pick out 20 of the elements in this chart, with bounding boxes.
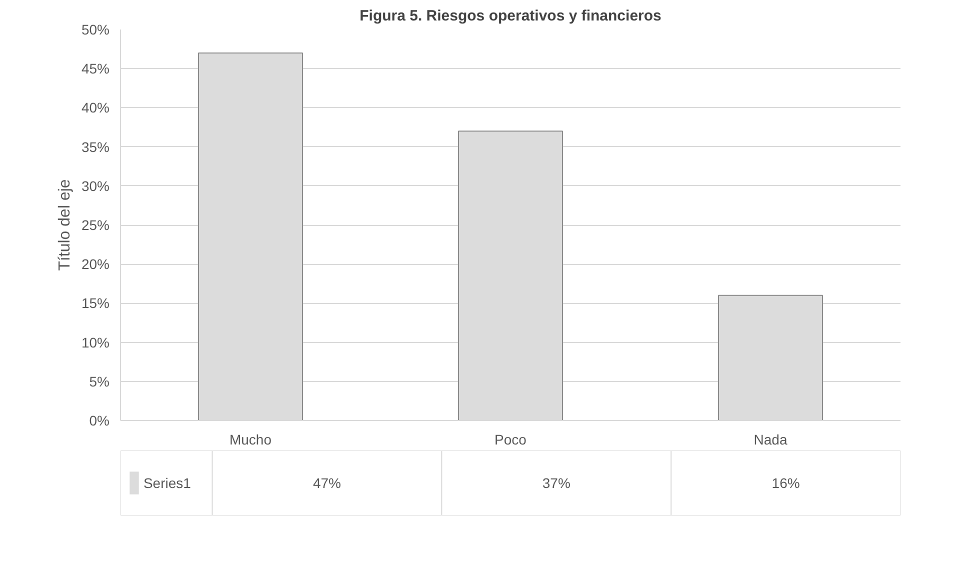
- y-tick-label: 15%: [81, 295, 110, 312]
- data-label: 47%: [312, 475, 341, 491]
- x-tick-label: Nada: [754, 432, 788, 448]
- y-tick-label: 40%: [81, 100, 110, 116]
- y-tick-label: 45%: [81, 60, 110, 77]
- y-tick-label: 30%: [81, 178, 110, 194]
- chart-title: Figura 5. Riesgos operativos y financieros: [360, 8, 662, 24]
- x-tick-label: Mucho: [229, 432, 272, 448]
- y-axis-title: Título del eje: [56, 179, 74, 271]
- y-tick-label: 25%: [81, 217, 110, 233]
- y-tick-label: 0%: [89, 412, 110, 428]
- x-tick-label: Poco: [494, 432, 527, 448]
- data-label: 37%: [542, 475, 570, 491]
- y-tick-label: 20%: [81, 256, 110, 272]
- data-label: 16%: [772, 475, 800, 491]
- y-tick-label: 35%: [81, 138, 110, 155]
- legend-label: Series1: [143, 475, 192, 491]
- y-tick-label: 5%: [89, 373, 110, 390]
- y-tick-label: 10%: [81, 334, 110, 350]
- y-tick-label: 50%: [81, 22, 110, 38]
